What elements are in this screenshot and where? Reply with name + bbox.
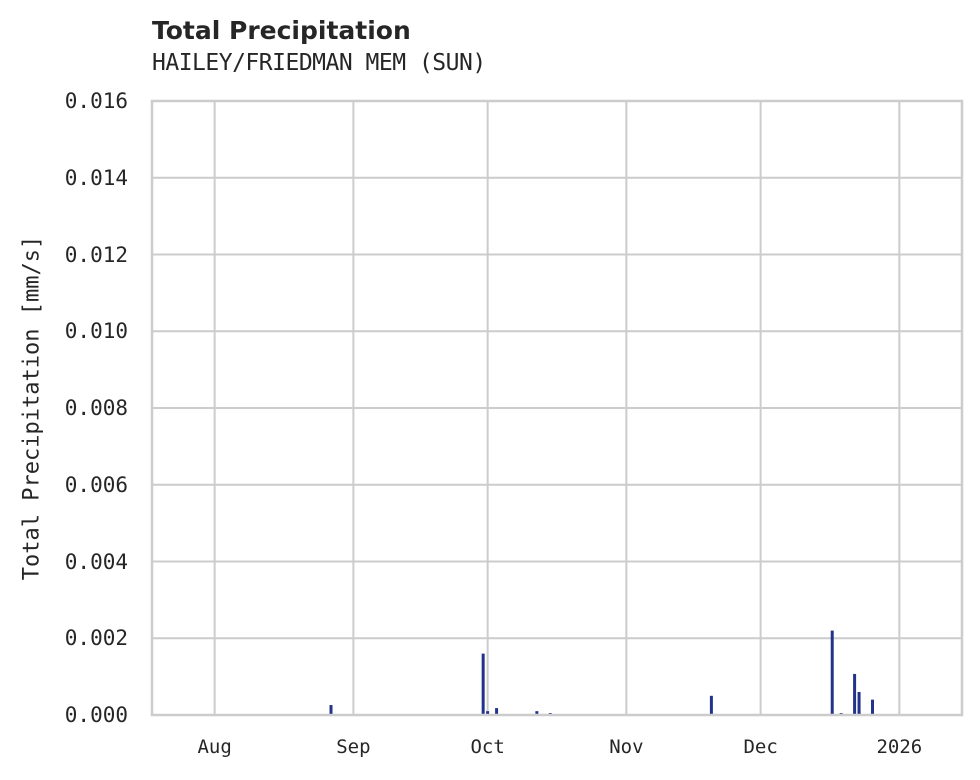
precipitation-bar xyxy=(853,673,857,715)
x-tick-label: Oct xyxy=(470,736,505,758)
precipitation-bar xyxy=(481,653,485,715)
x-tick-label: Dec xyxy=(743,736,778,758)
precipitation-bar xyxy=(830,630,834,715)
y-tick-label: 0.016 xyxy=(64,89,128,113)
precipitation-bar xyxy=(709,695,713,715)
y-tick-label: 0.014 xyxy=(64,165,128,190)
y-tick-label: 0.010 xyxy=(64,319,128,344)
y-tick-label: 0.000 xyxy=(64,703,128,727)
plot-frame xyxy=(150,99,964,717)
precipitation-bar xyxy=(857,691,861,715)
y-tick-label: 0.006 xyxy=(64,472,128,497)
chart-title: Total Precipitation xyxy=(152,16,411,45)
precipitation-bar xyxy=(329,705,333,715)
x-tick-label: 2026 xyxy=(876,736,923,758)
y-tick-label: 0.002 xyxy=(64,626,128,651)
precipitation-bar xyxy=(870,699,874,715)
precipitation-bar xyxy=(495,708,499,715)
y-tick-label: 0.004 xyxy=(64,549,128,574)
precipitation-bar xyxy=(486,711,490,715)
grid-lines xyxy=(152,100,962,716)
y-tick-label: 0.008 xyxy=(64,396,128,420)
x-tick-label: Aug xyxy=(197,736,232,758)
x-tick-label: Sep xyxy=(336,736,371,758)
precipitation-bar xyxy=(857,711,861,715)
chart-subtitle: HAILEY/FRIEDMAN MEM (SUN) xyxy=(152,50,486,76)
x-tick-label: Nov xyxy=(609,736,644,758)
y-tick-label: 0.012 xyxy=(64,242,128,267)
precipitation-series xyxy=(329,630,874,715)
precipitation-bar xyxy=(535,711,539,715)
